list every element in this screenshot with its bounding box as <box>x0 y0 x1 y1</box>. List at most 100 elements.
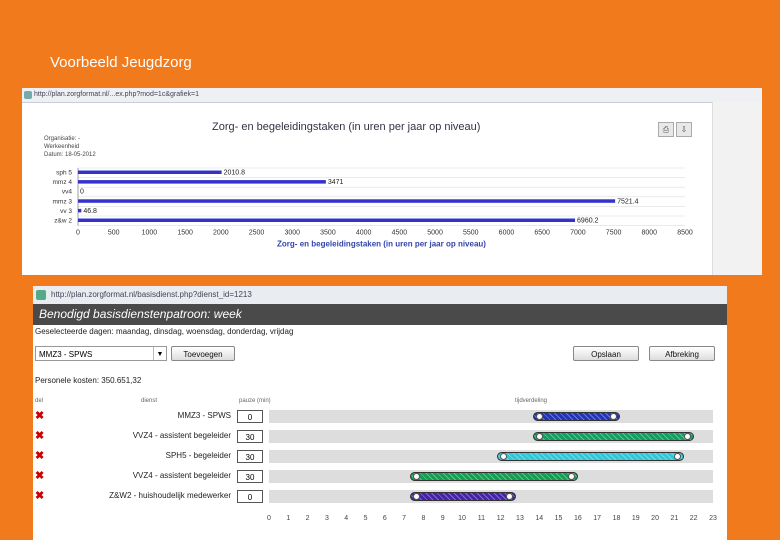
x-tick-label: 8500 <box>677 230 693 237</box>
category-label: vv 3 <box>60 208 72 215</box>
end-handle[interactable] <box>674 453 682 460</box>
hour-label: 6 <box>382 515 387 522</box>
pauze-input[interactable]: 0 <box>237 490 263 503</box>
pauze-input[interactable]: 30 <box>237 430 263 443</box>
x-tick-label: 1500 <box>177 230 193 237</box>
hour-label: 15 <box>554 515 563 522</box>
col-header-pauze: pauze (min) <box>239 398 271 404</box>
time-track <box>269 430 713 443</box>
hour-label: 12 <box>496 515 505 522</box>
start-handle[interactable] <box>536 413 544 420</box>
address-url[interactable]: http://plan.zorgformat.nl/...ex.php?mod=… <box>34 91 199 98</box>
hour-label: 2 <box>305 515 310 522</box>
category-label: z&w 2 <box>54 218 72 225</box>
bar <box>78 180 326 184</box>
hour-label: 10 <box>458 515 466 522</box>
slide-title: Voorbeeld Jeugdzorg <box>50 54 192 71</box>
address-url-2[interactable]: http://plan.zorgformat.nl/basisdienst.ph… <box>51 290 252 299</box>
time-range-bar[interactable] <box>533 412 621 421</box>
hour-label: 19 <box>631 515 640 522</box>
printer-icon[interactable]: ⎙ <box>658 122 674 137</box>
start-handle[interactable] <box>499 453 507 460</box>
x-tick-label: 7000 <box>570 230 586 237</box>
delete-icon[interactable]: ✖ <box>35 410 45 422</box>
add-button[interactable]: Toevoegen <box>171 346 235 361</box>
hour-label: 5 <box>363 515 368 522</box>
x-tick-label: 1000 <box>142 230 158 237</box>
personnel-cost: Personele kosten: 350.651,32 <box>35 376 142 385</box>
category-label: mmz 3 <box>53 198 73 205</box>
page-header: Benodigd basisdienstenpatroon: week <box>33 304 727 325</box>
address-bar[interactable]: http://plan.zorgformat.nl/...ex.php?mod=… <box>22 88 762 103</box>
hour-label: 9 <box>440 515 445 522</box>
chart-pane: Zorg- en begeleidingstaken (in uren per … <box>22 102 712 275</box>
start-handle[interactable] <box>536 433 544 440</box>
end-handle[interactable] <box>610 413 618 420</box>
delete-icon[interactable]: ✖ <box>35 470 45 482</box>
end-handle[interactable] <box>683 433 691 440</box>
pauze-input[interactable]: 30 <box>237 450 263 463</box>
data-label: 0 <box>80 189 84 196</box>
x-tick-label: 2000 <box>213 230 229 237</box>
time-track <box>269 410 713 423</box>
schedule-screenshot: http://plan.zorgformat.nl/basisdienst.ph… <box>33 286 727 540</box>
selected-days: Geselecteerde dagen: maandag, dinsdag, w… <box>35 327 294 336</box>
x-tick-label: 2500 <box>249 230 265 237</box>
col-header-dienst: dienst <box>141 398 158 404</box>
time-range-bar[interactable] <box>533 432 694 441</box>
time-track <box>269 490 713 503</box>
x-tick-label: 4500 <box>392 230 408 237</box>
meta-organisation: Organisatie: - <box>44 136 81 142</box>
start-handle[interactable] <box>412 473 420 480</box>
bar-chart: 0 500 1000 1500 2000 2500 3000 3500 4000 4500 5000… <box>53 167 693 249</box>
hour-label: 22 <box>689 515 698 522</box>
row-dienst-name: VVZ4 - assistent begeleider <box>132 471 231 480</box>
time-range-bar[interactable] <box>496 452 685 461</box>
hour-label: 17 <box>593 515 602 522</box>
end-handle[interactable] <box>567 473 575 480</box>
delete-icon[interactable]: ✖ <box>35 450 45 462</box>
meta-date: Datum: 18-05-2012 <box>44 152 96 158</box>
data-label: 2010.8 <box>224 170 246 177</box>
hour-label: 13 <box>516 515 524 522</box>
chevron-down-icon[interactable]: ▼ <box>153 347 166 360</box>
dienst-select-value: MMZ3 - SPWS <box>39 350 93 359</box>
save-button[interactable]: Opslaan <box>573 346 639 361</box>
x-axis-label: Zorg- en begeleidingstaken (in uren per … <box>277 240 486 249</box>
bar <box>78 170 222 174</box>
pauze-input[interactable]: 30 <box>237 470 263 483</box>
start-handle[interactable] <box>412 493 420 500</box>
pauze-input[interactable]: 0 <box>237 410 263 423</box>
x-tick-label: 6000 <box>499 230 515 237</box>
hour-label: 3 <box>324 515 329 522</box>
hour-label: 16 <box>573 515 582 522</box>
hour-label: 1 <box>286 515 291 522</box>
x-tick-label: 8000 <box>642 230 658 237</box>
meta-unit: Werkeenheid <box>44 144 80 150</box>
hour-label: 0 <box>267 515 271 522</box>
time-range-bar[interactable] <box>409 492 517 501</box>
bar <box>78 199 616 203</box>
page-icon-2 <box>36 290 46 300</box>
address-bar-2[interactable]: http://plan.zorgformat.nl/basisdienst.ph… <box>33 286 727 305</box>
delete-icon[interactable]: ✖ <box>35 430 45 442</box>
end-handle[interactable] <box>506 493 514 500</box>
data-label: 3471 <box>328 179 344 186</box>
time-range-bar[interactable] <box>409 472 578 481</box>
x-tick-label: 5000 <box>427 230 443 237</box>
hour-label: 7 <box>402 515 407 522</box>
cancel-button[interactable]: Afbreking <box>649 346 715 361</box>
chart-title: Zorg- en begeleidingstaken (in uren per … <box>212 121 481 133</box>
col-header-del: del <box>35 398 44 404</box>
download-icon[interactable]: ⇩ <box>676 122 692 137</box>
x-tick-label: 5500 <box>463 230 479 237</box>
x-tick-label: 4000 <box>356 230 372 237</box>
bar <box>78 208 82 213</box>
category-label: vv4 <box>62 189 73 196</box>
category-label: sph 5 <box>56 170 72 177</box>
dienst-select[interactable]: MMZ3 - SPWS ▼ <box>35 346 167 361</box>
delete-icon[interactable]: ✖ <box>35 490 45 502</box>
x-tick-label: 0 <box>76 230 80 237</box>
chart-screenshot: http://plan.zorgformat.nl/...ex.php?mod=… <box>22 88 762 275</box>
col-header-tijd: tijdverdeling <box>515 398 548 404</box>
